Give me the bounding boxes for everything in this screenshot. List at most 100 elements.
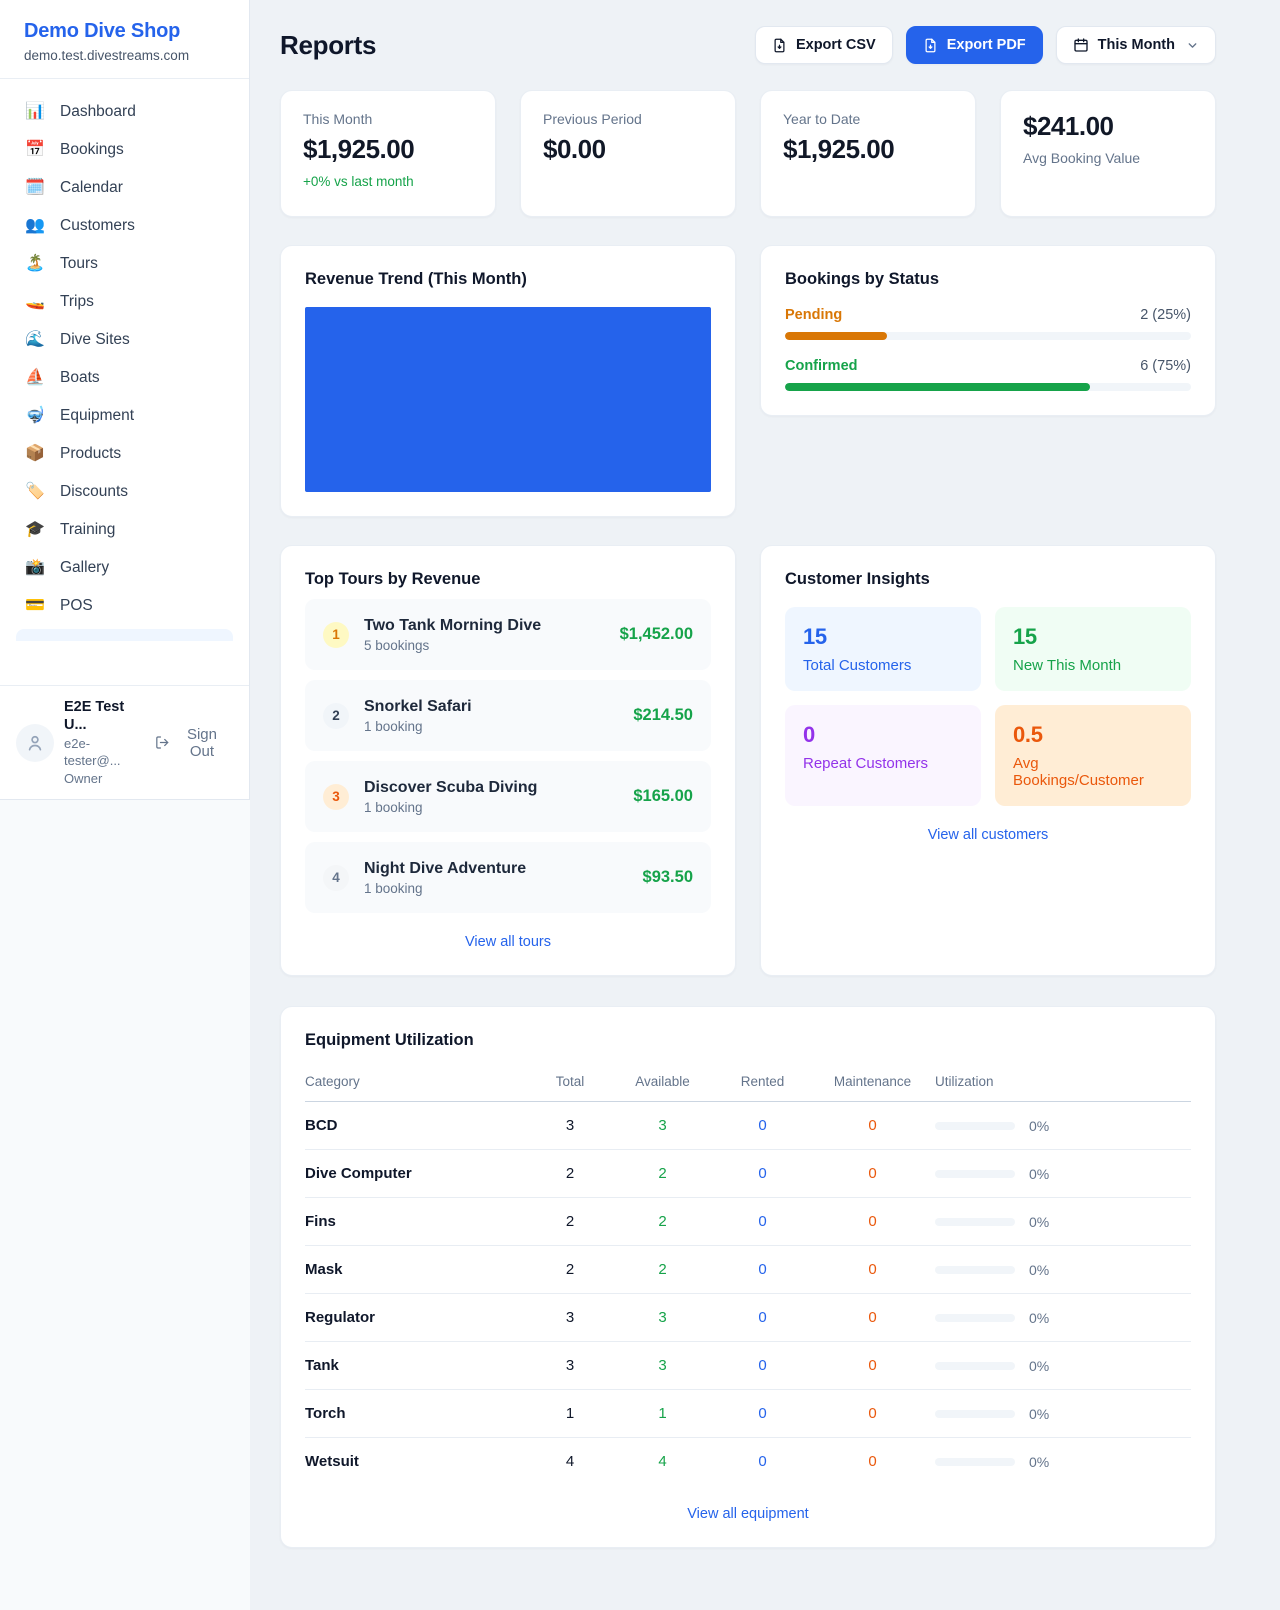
rank-badge: 4 xyxy=(323,864,349,891)
tile-total-customers: 15 Total Customers xyxy=(785,607,981,691)
stat-card-avg-booking-value: $241.00 Avg Booking Value xyxy=(1000,90,1216,217)
cell-maintenance: 0 xyxy=(810,1149,935,1199)
rank-badge: 1 xyxy=(323,621,349,648)
tour-bookings: 1 booking xyxy=(364,799,423,815)
rank-badge: 2 xyxy=(323,702,349,729)
dashboard-icon: 📊 xyxy=(25,103,45,120)
status-progressbar xyxy=(785,383,1191,391)
table-row: BCD 3 3 0 0 0% xyxy=(305,1101,1191,1151)
tour-bookings: 1 booking xyxy=(364,880,423,896)
cell-utilization: 0% xyxy=(935,1101,1191,1151)
sidebar-item-label: Bookings xyxy=(60,141,124,158)
cell-rented: 0 xyxy=(715,1197,810,1247)
revenue-trend-card: Revenue Trend (This Month) xyxy=(280,245,736,517)
export-pdf-button[interactable]: Export PDF xyxy=(905,26,1043,64)
utilization-progressbar xyxy=(935,1362,1015,1371)
avatar xyxy=(16,723,54,762)
column-header-total: Total xyxy=(530,1064,610,1102)
cell-maintenance: 0 xyxy=(810,1293,935,1343)
cell-rented: 0 xyxy=(715,1389,810,1439)
rank-badge: 3 xyxy=(323,783,349,810)
utilization-progressbar xyxy=(935,1122,1015,1131)
stat-card-year-to-date: Year to Date $1,925.00 xyxy=(760,90,976,217)
cell-utilization: 0% xyxy=(935,1197,1191,1247)
sidebar-item-calendar[interactable]: 🗓️ Calendar xyxy=(16,169,233,207)
sidebar-item-label: POS xyxy=(60,597,93,614)
people-icon: 👥 xyxy=(25,217,45,234)
bookings-by-status-card: Bookings by Status Pending 2 (25%) Confi… xyxy=(760,245,1216,416)
sidebar-active-item-partial[interactable] xyxy=(16,629,233,641)
utilization-progressbar xyxy=(935,1266,1015,1275)
tile-label: Avg Bookings/Customer xyxy=(1013,755,1144,789)
sidebar-item-products[interactable]: 📦 Products xyxy=(16,435,233,473)
calendar-icon xyxy=(1074,38,1088,52)
utilization-progressbar xyxy=(935,1314,1015,1323)
tour-row[interactable]: 1 Two Tank Morning Dive 5 bookings $1,45… xyxy=(305,599,711,670)
cell-rented: 0 xyxy=(715,1293,810,1343)
view-all-customers-link[interactable]: View all customers xyxy=(785,826,1191,844)
sidebar-item-customers[interactable]: 👥 Customers xyxy=(16,207,233,245)
cell-utilization: 0% xyxy=(935,1341,1191,1391)
insight-tiles: 15 Total Customers 15 New This Month 0 R… xyxy=(785,607,1191,806)
cell-total: 2 xyxy=(530,1245,610,1295)
sidebar-item-gallery[interactable]: 📸 Gallery xyxy=(16,549,233,587)
cell-rented: 0 xyxy=(715,1149,810,1199)
credit-card-icon: 💳 xyxy=(25,597,45,614)
column-header-maintenance: Maintenance xyxy=(810,1064,935,1102)
tour-row[interactable]: 3 Discover Scuba Diving 1 booking $165.0… xyxy=(305,761,711,832)
view-all-equipment-link[interactable]: View all equipment xyxy=(305,1505,1191,1523)
wave-icon: 🌊 xyxy=(25,331,45,348)
island-icon: 🏝️ xyxy=(25,255,45,272)
table-row: Torch 1 1 0 0 0% xyxy=(305,1389,1191,1439)
stat-value: $1,925.00 xyxy=(783,134,895,164)
tour-row[interactable]: 4 Night Dive Adventure 1 booking $93.50 xyxy=(305,842,711,913)
graduation-cap-icon: 🎓 xyxy=(25,521,45,538)
tour-name: Night Dive Adventure xyxy=(364,859,527,877)
cell-utilization: 0% xyxy=(935,1389,1191,1439)
utilization-percent: 0% xyxy=(1029,1358,1050,1375)
tile-label: Repeat Customers xyxy=(803,755,929,772)
camera-icon: 📸 xyxy=(25,559,45,576)
sidebar-item-training[interactable]: 🎓 Training xyxy=(16,511,233,549)
tour-row[interactable]: 2 Snorkel Safari 1 booking $214.50 xyxy=(305,680,711,751)
sidebar-item-pos[interactable]: 💳 POS xyxy=(16,587,233,625)
table-row: Dive Computer 2 2 0 0 0% xyxy=(305,1149,1191,1199)
sidebar-item-boats[interactable]: ⛵ Boats xyxy=(16,359,233,397)
cell-utilization: 0% xyxy=(935,1438,1191,1486)
sidebar-item-discounts[interactable]: 🏷️ Discounts xyxy=(16,473,233,511)
brand-name[interactable]: Demo Dive Shop xyxy=(24,20,181,42)
period-select[interactable]: This Month xyxy=(1055,26,1216,64)
utilization-percent: 0% xyxy=(1029,1214,1050,1231)
customer-insights-title: Customer Insights xyxy=(785,570,930,588)
cell-utilization: 0% xyxy=(935,1245,1191,1295)
stat-value: $1,925.00 xyxy=(303,134,415,164)
sidebar-item-trips[interactable]: 🚤 Trips xyxy=(16,283,233,321)
sidebar-item-tours[interactable]: 🏝️ Tours xyxy=(16,245,233,283)
sidebar-item-dashboard[interactable]: 📊 Dashboard xyxy=(16,93,233,131)
view-all-tours-link[interactable]: View all tours xyxy=(305,933,711,951)
sidebar-item-label: Tours xyxy=(60,255,98,272)
stats-row: This Month $1,925.00 +0% vs last month P… xyxy=(280,90,1216,217)
cell-maintenance: 0 xyxy=(810,1101,935,1151)
export-csv-button[interactable]: Export CSV xyxy=(754,26,893,64)
stat-label: Year to Date xyxy=(783,111,861,127)
cell-rented: 0 xyxy=(715,1101,810,1151)
column-header-category: Category xyxy=(305,1064,530,1102)
sidebar-item-bookings[interactable]: 📅 Bookings xyxy=(16,131,233,169)
tile-value: 0 xyxy=(803,722,815,747)
cell-available: 2 xyxy=(610,1197,715,1247)
sidebar: Demo Dive Shop demo.test.divestreams.com… xyxy=(0,0,250,1610)
sidebar-item-dive-sites[interactable]: 🌊 Dive Sites xyxy=(16,321,233,359)
stat-value: $241.00 xyxy=(1023,111,1114,141)
cell-maintenance: 0 xyxy=(868,1453,877,1471)
revenue-trend-title: Revenue Trend (This Month) xyxy=(305,270,527,288)
bookings-by-status-title: Bookings by Status xyxy=(785,270,940,288)
cell-category: BCD xyxy=(305,1101,530,1151)
table-row: Regulator 3 3 0 0 0% xyxy=(305,1293,1191,1343)
cell-available: 4 xyxy=(658,1453,667,1471)
sign-out-button[interactable]: Sign Out xyxy=(149,725,233,761)
charts-row: Revenue Trend (This Month) Bookings by S… xyxy=(280,245,1216,517)
sidebar-item-equipment[interactable]: 🤿 Equipment xyxy=(16,397,233,435)
period-label: This Month xyxy=(1097,37,1175,53)
export-csv-label: Export CSV xyxy=(795,37,876,53)
